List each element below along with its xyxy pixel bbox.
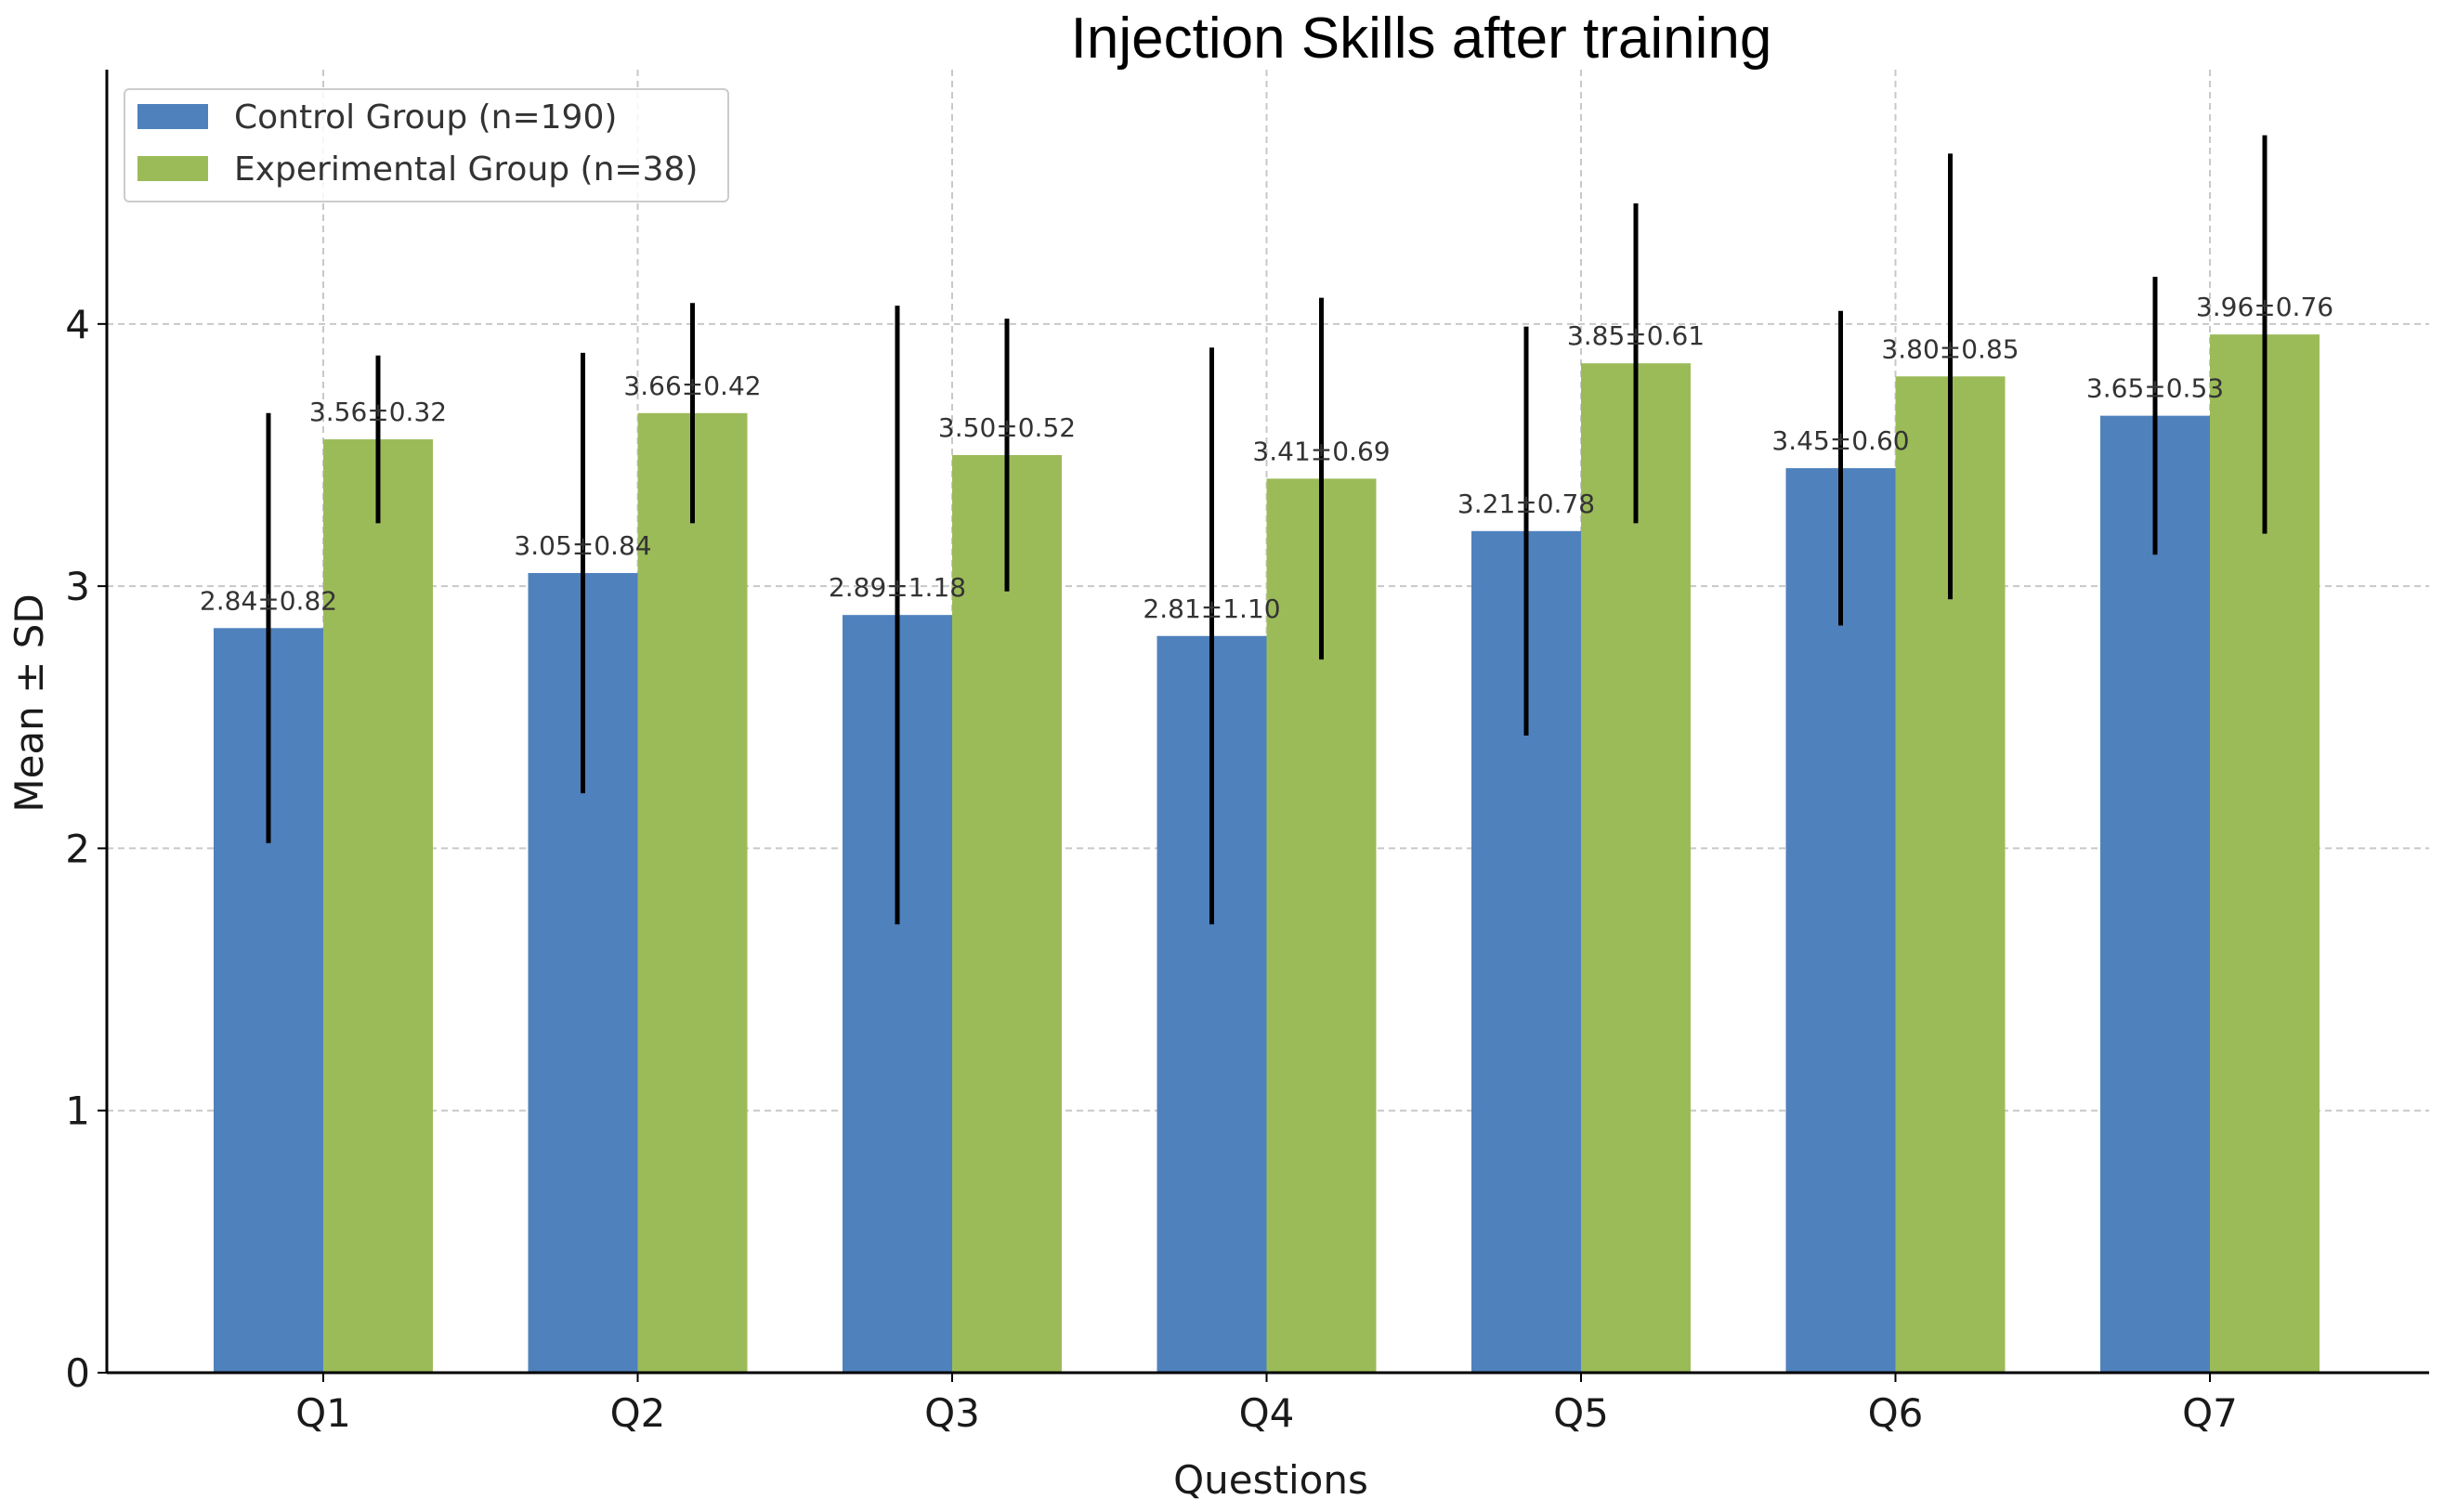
data-label-experimental-q7: 3.96±0.76 [2196,292,2333,322]
bars-layer [214,334,2320,1374]
data-labels-layer: 2.84±0.82 3.05±0.84 2.89±1.18 2.81±1.10 3.21… [200,292,2333,624]
x-tick-label: Q4 [1239,1390,1295,1436]
data-label-experimental-q2: 3.66±0.42 [623,371,761,401]
data-label-control-q3: 2.89±1.18 [829,572,966,603]
bar-experimental-q5 [1581,363,1691,1374]
data-label-control-q4: 2.81±1.10 [1143,593,1280,624]
y-tick-label: 0 [65,1350,90,1396]
data-label-control-q5: 3.21±0.78 [1457,489,1595,519]
error-bars-layer [266,135,2268,925]
x-axis-title: Questions [1173,1457,1368,1503]
x-tick-label: Q1 [295,1390,351,1436]
y-tick-label: 1 [65,1088,90,1134]
legend-swatch-control [137,104,208,129]
data-label-control-q7: 3.65±0.53 [2086,373,2224,404]
ticks-layer: 0 1 2 3 4 Q1 Q2 Q3 Q4 Q5 Q6 Q7 [65,302,2238,1436]
data-label-experimental-q3: 3.50±0.52 [938,412,1076,443]
legend-label-control: Control Group (n=190) [234,98,617,137]
bar-control-q7 [2100,415,2210,1373]
y-tick-label: 2 [65,826,90,871]
chart-title: Injection Skills after training [1071,7,1772,71]
y-tick-label: 4 [65,302,90,347]
bar-experimental-q2 [637,412,748,1374]
y-tick-label: 3 [65,564,90,609]
x-tick-label: Q3 [924,1390,980,1436]
x-tick-label: Q7 [2182,1390,2238,1436]
y-axis-title: Mean ± SD [7,593,52,812]
legend-swatch-experimental [137,156,208,181]
data-label-control-q6: 3.45±0.60 [1771,425,1909,456]
data-label-control-q2: 3.05±0.84 [514,530,651,561]
data-label-experimental-q5: 3.85±0.61 [1567,320,1705,351]
data-label-experimental-q4: 3.41±0.69 [1252,436,1390,466]
axes-layer [105,70,2429,1375]
x-tick-label: Q2 [610,1390,666,1436]
bar-experimental-q3 [952,454,1062,1374]
data-label-experimental-q1: 3.56±0.32 [309,397,447,427]
legend: Control Group (n=190) Experimental Group… [124,88,729,202]
bar-experimental-q1 [323,439,433,1374]
data-label-control-q1: 2.84±0.82 [200,585,337,616]
x-tick-label: Q6 [1868,1390,1924,1436]
legend-box [124,88,729,202]
legend-label-experimental: Experimental Group (n=38) [234,150,698,189]
data-label-experimental-q6: 3.80±0.85 [1881,333,2019,364]
x-tick-label: Q5 [1553,1390,1609,1436]
